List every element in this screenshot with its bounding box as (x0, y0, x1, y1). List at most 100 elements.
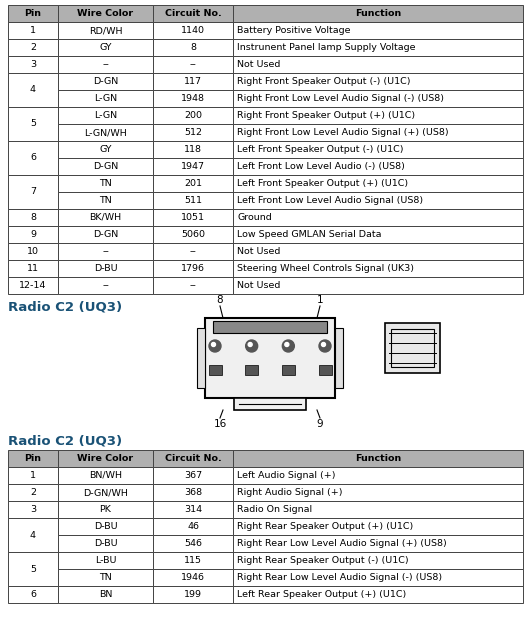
Text: Radio On Signal: Radio On Signal (237, 505, 312, 514)
Text: 3: 3 (30, 505, 36, 514)
Circle shape (246, 340, 258, 352)
Bar (233, 467, 523, 484)
Text: 4: 4 (30, 86, 36, 94)
Bar (58, 260, 153, 277)
Bar (233, 209, 523, 226)
Text: 2: 2 (30, 43, 36, 52)
Text: Circuit No.: Circuit No. (165, 9, 222, 18)
Bar (58, 450, 153, 467)
Bar (233, 39, 523, 56)
Text: Left Rear Speaker Output (+) (U1C): Left Rear Speaker Output (+) (U1C) (237, 590, 406, 599)
Text: D-GN: D-GN (93, 162, 118, 171)
Bar (8, 277, 58, 294)
Circle shape (285, 343, 289, 347)
Text: Circuit No.: Circuit No. (165, 454, 222, 463)
Bar (58, 277, 153, 294)
Bar (234, 398, 306, 410)
Bar (8, 552, 58, 586)
Bar (58, 467, 153, 484)
Bar (153, 243, 233, 260)
FancyBboxPatch shape (205, 318, 335, 398)
Text: Right Rear Low Level Audio Signal (-) (US8): Right Rear Low Level Audio Signal (-) (U… (237, 573, 442, 582)
Circle shape (321, 343, 326, 347)
Bar (153, 22, 233, 39)
Text: BK/WH: BK/WH (89, 213, 122, 222)
Text: --: -- (190, 281, 196, 290)
Text: 6: 6 (30, 590, 36, 599)
Text: TN: TN (99, 179, 112, 188)
Circle shape (319, 340, 331, 352)
Text: L-GN: L-GN (94, 111, 117, 120)
Bar (8, 107, 58, 141)
Bar (153, 586, 233, 603)
Bar (213, 321, 327, 333)
Bar (233, 518, 523, 535)
Bar (58, 124, 153, 141)
Text: 1: 1 (317, 295, 323, 305)
Bar (391, 329, 434, 367)
Bar (58, 107, 153, 124)
Text: L-BU: L-BU (94, 556, 116, 565)
Text: Right Rear Speaker Output (-) (U1C): Right Rear Speaker Output (-) (U1C) (237, 556, 408, 565)
Text: 12-14: 12-14 (19, 281, 47, 290)
Text: --: -- (190, 247, 196, 256)
Text: Function: Function (355, 454, 401, 463)
Text: 118: 118 (184, 145, 202, 154)
Text: 115: 115 (184, 556, 202, 565)
Text: 2: 2 (30, 488, 36, 497)
Text: 1140: 1140 (181, 26, 205, 35)
Bar (233, 586, 523, 603)
Text: --: -- (102, 60, 109, 69)
Bar (58, 5, 153, 22)
Bar (233, 124, 523, 141)
Text: 314: 314 (184, 505, 202, 514)
Text: 5: 5 (30, 120, 36, 129)
Text: 1051: 1051 (181, 213, 205, 222)
Bar (153, 5, 233, 22)
Text: 9: 9 (317, 419, 323, 429)
Bar (8, 467, 58, 484)
Text: 7: 7 (30, 188, 36, 197)
Bar (233, 90, 523, 107)
Text: --: -- (102, 281, 109, 290)
Text: L-GN/WH: L-GN/WH (84, 128, 127, 137)
Bar (8, 209, 58, 226)
Circle shape (212, 343, 215, 347)
Text: Radio C2 (UQ3): Radio C2 (UQ3) (8, 300, 122, 313)
Bar (153, 175, 233, 192)
Text: Not Used: Not Used (237, 247, 280, 256)
Bar (233, 569, 523, 586)
Bar (153, 552, 233, 569)
Text: Function: Function (355, 9, 401, 18)
Text: 10: 10 (27, 247, 39, 256)
Text: RD/WH: RD/WH (89, 26, 122, 35)
Text: Steering Wheel Controls Signal (UK3): Steering Wheel Controls Signal (UK3) (237, 264, 414, 273)
Bar (153, 39, 233, 56)
Bar (153, 535, 233, 552)
Bar (8, 586, 58, 603)
Bar (58, 484, 153, 501)
Bar (8, 175, 58, 209)
Text: Right Rear Low Level Audio Signal (+) (US8): Right Rear Low Level Audio Signal (+) (U… (237, 539, 447, 548)
Bar (153, 209, 233, 226)
Text: 368: 368 (184, 488, 202, 497)
Bar (233, 107, 523, 124)
Bar (58, 535, 153, 552)
Text: Ground: Ground (237, 213, 272, 222)
Bar (153, 484, 233, 501)
Text: 5060: 5060 (181, 230, 205, 239)
Text: 200: 200 (184, 111, 202, 120)
Circle shape (209, 340, 221, 352)
Text: Pin: Pin (25, 9, 41, 18)
Text: --: -- (102, 247, 109, 256)
Bar (8, 226, 58, 243)
Text: D-BU: D-BU (93, 539, 117, 548)
Text: 9: 9 (30, 230, 36, 239)
Text: 512: 512 (184, 128, 202, 137)
Text: 1948: 1948 (181, 94, 205, 103)
Text: 511: 511 (184, 196, 202, 205)
Bar (58, 90, 153, 107)
Text: 8: 8 (30, 213, 36, 222)
Text: TN: TN (99, 573, 112, 582)
Bar (233, 260, 523, 277)
